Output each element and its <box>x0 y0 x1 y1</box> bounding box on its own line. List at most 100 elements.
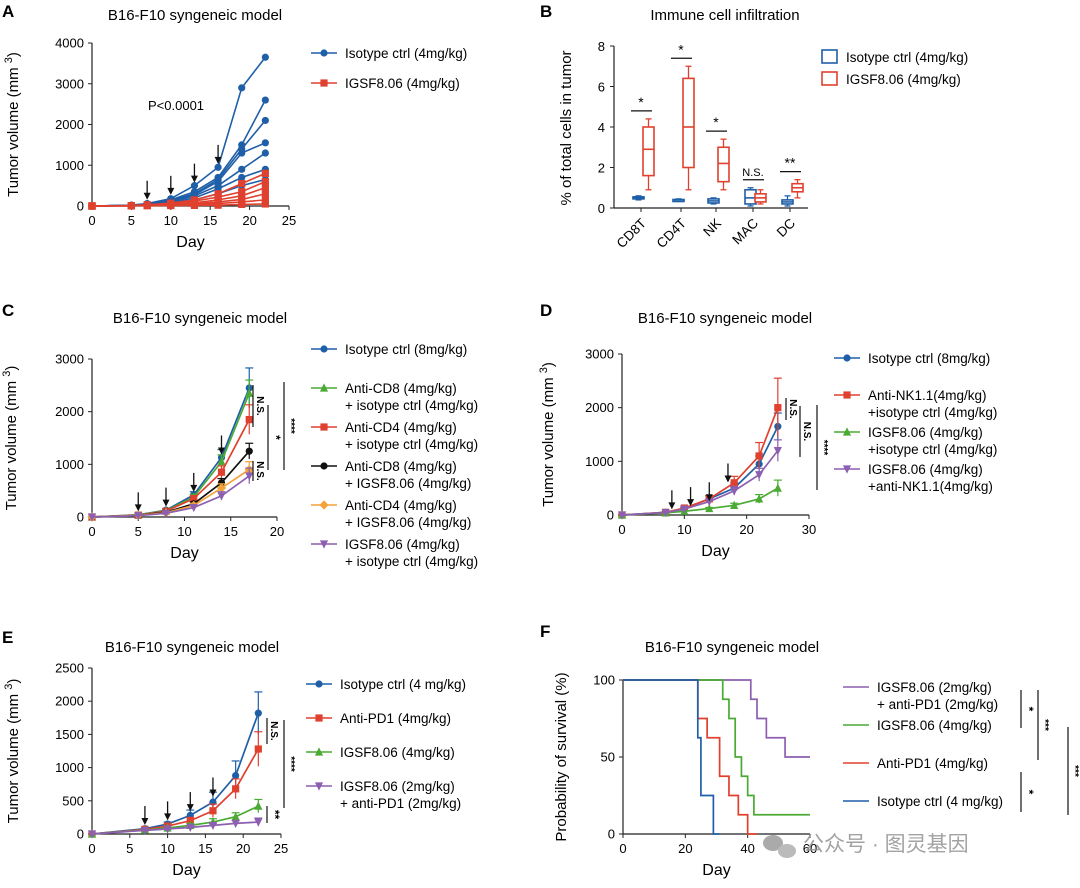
legend-marker-a <box>320 79 328 87</box>
data-point-c <box>134 512 143 521</box>
title-e: B16-F10 syngeneic model <box>105 639 279 656</box>
data-point-e <box>209 807 217 815</box>
data-point-c <box>217 457 226 466</box>
dosing-arrowhead-c <box>190 484 198 492</box>
data-point-c <box>189 503 198 513</box>
legend-swatch-b <box>821 71 838 86</box>
y-tick-label-b: 4 <box>598 120 605 135</box>
significance-label-d: N.S. <box>801 422 812 442</box>
data-point-e <box>231 812 240 821</box>
data-point-c <box>245 472 254 481</box>
legend-label-c: Anti-CD8 (4mg/kg) <box>345 459 457 474</box>
x-tick-label-d: 20 <box>739 522 753 537</box>
x-tick-label-a: 25 <box>282 213 296 228</box>
x-tick-label-d: 30 <box>802 522 816 537</box>
data-point-c <box>161 509 171 518</box>
legend-label-f: Anti-PD1 (4mg/kg) <box>877 756 988 771</box>
data-point-a <box>238 192 246 200</box>
x-tick-label-c: 10 <box>177 524 191 539</box>
watermark-text: 公众号 · 图灵基因 <box>803 833 969 856</box>
significance-label-b: * <box>638 94 644 110</box>
data-point-c <box>217 479 226 487</box>
y-tick-label-d: 0 <box>607 508 614 523</box>
box-b <box>682 77 695 169</box>
significance-label-c: **** <box>285 418 296 434</box>
panel-label-b: B <box>540 2 552 21</box>
x-tick-label-a: 10 <box>164 213 178 228</box>
data-point-a <box>214 163 222 171</box>
x-tick-label-c: 20 <box>270 524 284 539</box>
data-point-d <box>680 505 689 514</box>
legend-label-f: Isotype ctrl (4 mg/kg) <box>877 794 1003 809</box>
data-point-e <box>231 819 240 828</box>
data-point-a <box>261 116 269 125</box>
dosing-arrowhead-d <box>668 502 676 510</box>
x-tick-label-e: 0 <box>88 841 95 856</box>
data-point-a <box>238 165 246 173</box>
y-axis-label-f: Probability of survival (%) <box>553 672 570 841</box>
dosing-arrowhead-e <box>141 818 149 826</box>
legend-marker-d <box>843 354 851 362</box>
data-point-d <box>661 508 670 518</box>
x-tick-label-b: DC <box>774 215 799 240</box>
significance-label-b: * <box>678 41 684 57</box>
survival-curve-f <box>623 679 758 835</box>
legend-label-c: + isotype ctrl (4mg/kg) <box>345 398 478 413</box>
y-tick-label-d: 3000 <box>585 347 614 362</box>
legend-label-c: Isotype ctrl (8mg/kg) <box>345 342 467 357</box>
series-line-c <box>91 419 251 518</box>
y-axis-label-c: Tumor volume (mm 3) <box>1 366 20 511</box>
y-tick-label-b: 2 <box>598 161 605 176</box>
significance-label-e: ** <box>268 810 282 820</box>
legend-label-d: Anti-NK1.1(4mg/kg) <box>868 388 987 403</box>
data-point-d <box>774 404 782 412</box>
x-tick-label-f: 0 <box>619 841 626 856</box>
x-tick-label-d: 10 <box>677 522 691 537</box>
legend-label-d: IGSF8.06 (4mg/kg) <box>868 462 983 477</box>
x-tick-label-b: CD4T <box>654 216 690 252</box>
data-point-e <box>186 823 195 832</box>
data-point-e <box>232 771 240 780</box>
data-point-d <box>705 503 714 513</box>
legend-marker-c <box>320 345 328 353</box>
significance-label-c: N.S. <box>254 461 265 481</box>
x-axis-label-a: Day <box>176 234 204 251</box>
data-point-e <box>87 830 97 839</box>
x-tick-label-a: 5 <box>128 213 135 228</box>
legend-label-c: + isotype ctrl (4mg/kg) <box>345 437 478 452</box>
legend-label-e: Isotype ctrl (4 mg/kg) <box>340 677 466 692</box>
title-f: B16-F10 syngeneic model <box>645 639 819 656</box>
y-tick-label-e: 2500 <box>55 661 84 676</box>
y-axis-label-b: % of total cells in tumor <box>558 50 575 205</box>
data-point-c <box>190 494 198 503</box>
legend-label-e: Anti-PD1 (4mg/kg) <box>340 711 451 726</box>
x-tick-label-e: 25 <box>274 841 288 856</box>
data-point-a <box>261 200 269 208</box>
y-tick-label-a: 3000 <box>55 76 84 91</box>
data-point-c <box>245 388 254 397</box>
data-point-e <box>254 818 263 827</box>
data-point-e <box>232 785 240 793</box>
data-point-a <box>238 149 246 157</box>
data-point-a <box>261 177 269 186</box>
legend-marker-e <box>314 747 324 756</box>
data-point-a <box>88 202 96 210</box>
legend-label-b: IGSF8.06 (4mg/kg) <box>846 72 961 87</box>
legend-marker-e <box>315 680 323 688</box>
x-tick-label-a: 0 <box>88 213 95 228</box>
data-point-a <box>238 200 246 208</box>
x-tick-label-f: 20 <box>678 841 692 856</box>
y-tick-label-f: 100 <box>593 673 615 688</box>
y-tick-label-f: 50 <box>601 750 615 765</box>
data-point-d <box>617 511 627 520</box>
y-tick-label-a: 2000 <box>55 117 84 132</box>
data-point-a <box>261 196 269 204</box>
legend-label-f: + anti-PD1 (2mg/kg) <box>877 697 998 712</box>
legend-label-d: IGSF8.06 (4mg/kg) <box>868 425 983 440</box>
legend-label-b: Isotype ctrl (4mg/kg) <box>846 50 968 65</box>
legend-marker-c <box>319 500 329 510</box>
series-line-c <box>91 392 251 518</box>
data-point-e <box>254 801 263 810</box>
box-b <box>642 126 655 177</box>
dosing-arrowhead-e <box>164 813 172 821</box>
